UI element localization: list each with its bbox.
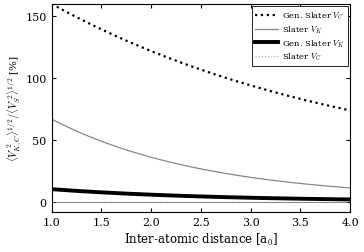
- Gen. Slater $V_C$: [50, 3, 54, 6]
- Gen. Slater $V_C$: [232, 80, 237, 83]
- Legend: Gen. Slater $V_C$, Slater $V_K$, Gen. Slater $V_K$, Slater $V_C$: Gen. Slater $V_C$, Slater $V_K$, Gen. Sl…: [252, 7, 348, 67]
- Gen. Slater $V_C$: [348, 110, 352, 113]
- Y-axis label: $\langle V_{K,C}^{\ 2}\rangle^{1/2} / \langle V_S^{\ 2}\rangle^{1/2}$ [%]: $\langle V_{K,C}^{\ 2}\rangle^{1/2} / \l…: [5, 55, 23, 162]
- Slater $V_K$: [50, 118, 54, 121]
- Gen. Slater $V_C$: [51, 4, 55, 7]
- Gen. Slater $V_K$: [226, 196, 230, 199]
- Slater $V_K$: [301, 182, 305, 185]
- Slater $V_K$: [232, 174, 237, 177]
- Gen. Slater $V_C$: [226, 78, 230, 81]
- X-axis label: Inter-atomic distance [a$_0$]: Inter-atomic distance [a$_0$]: [124, 231, 278, 247]
- Gen. Slater $V_C$: [320, 103, 324, 106]
- Slater $V_C$: [348, 200, 352, 203]
- Slater $V_K$: [51, 119, 55, 122]
- Slater $V_C$: [320, 200, 324, 203]
- Gen. Slater $V_C$: [227, 78, 232, 81]
- Line: Gen. Slater $V_C$: Gen. Slater $V_C$: [52, 5, 350, 111]
- Gen. Slater $V_K$: [301, 198, 305, 201]
- Gen. Slater $V_K$: [51, 188, 55, 191]
- Gen. Slater $V_K$: [320, 198, 324, 201]
- Line: Gen. Slater $V_K$: Gen. Slater $V_K$: [52, 190, 350, 200]
- Gen. Slater $V_K$: [50, 188, 54, 191]
- Gen. Slater $V_K$: [348, 198, 352, 201]
- Slater $V_C$: [226, 200, 230, 203]
- Slater $V_K$: [227, 173, 232, 176]
- Line: Slater $V_K$: Slater $V_K$: [52, 120, 350, 188]
- Slater $V_C$: [232, 200, 237, 203]
- Slater $V_K$: [348, 187, 352, 190]
- Gen. Slater $V_K$: [232, 196, 237, 199]
- Slater $V_K$: [226, 173, 230, 176]
- Gen. Slater $V_C$: [301, 99, 305, 102]
- Slater $V_C$: [227, 200, 232, 203]
- Slater $V_C$: [50, 200, 54, 203]
- Slater $V_C$: [51, 200, 55, 203]
- Slater $V_K$: [320, 184, 324, 187]
- Gen. Slater $V_K$: [227, 196, 232, 199]
- Slater $V_C$: [301, 200, 305, 203]
